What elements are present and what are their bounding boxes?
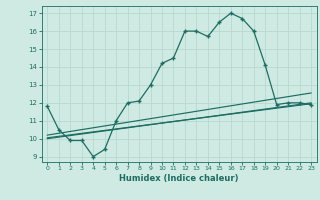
X-axis label: Humidex (Indice chaleur): Humidex (Indice chaleur) xyxy=(119,174,239,183)
